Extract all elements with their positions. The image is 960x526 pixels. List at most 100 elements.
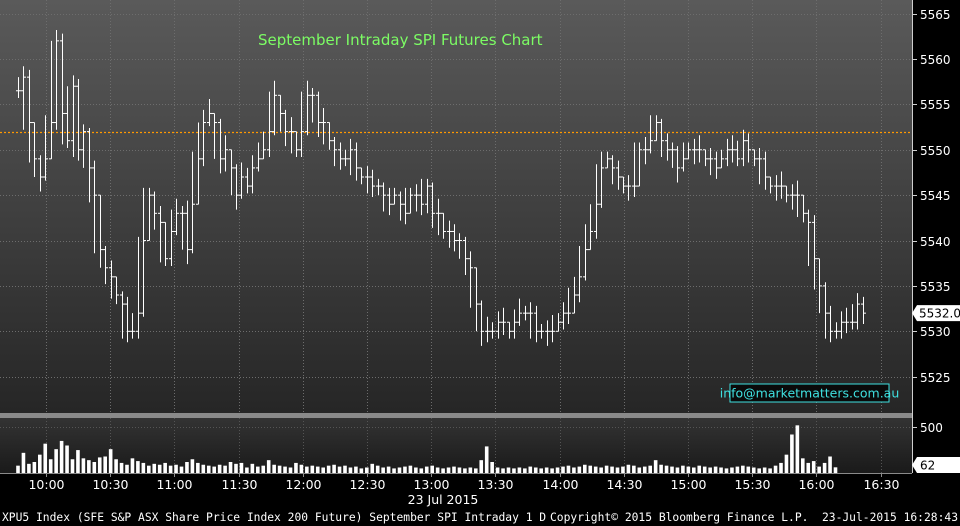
volume-bar — [637, 467, 642, 473]
volume-bar — [354, 466, 358, 473]
price-bar — [338, 142, 343, 170]
price-bar — [332, 137, 337, 167]
volume-bar — [479, 460, 484, 473]
volume-bar — [119, 462, 124, 473]
y-tick-label: 5545 — [920, 189, 951, 203]
volume-bar — [757, 468, 761, 473]
price-bar — [81, 124, 86, 168]
price-bar — [752, 149, 757, 167]
price-bar — [534, 305, 539, 343]
price-bar — [626, 175, 631, 201]
price-bar — [779, 171, 784, 199]
volume-bar — [266, 460, 271, 473]
volume-bar — [735, 466, 740, 473]
price-bar — [572, 276, 577, 314]
price-bar — [49, 40, 54, 160]
volume-bar — [588, 465, 593, 473]
price-bar — [343, 149, 348, 167]
price-bar — [212, 112, 217, 159]
volume-last-tag-bg — [912, 457, 960, 473]
volume-bar — [452, 466, 456, 473]
price-bar — [806, 209, 811, 266]
price-bar — [365, 166, 370, 194]
price-bar — [528, 302, 533, 339]
volume-bar — [642, 466, 647, 473]
volume-bar — [648, 465, 652, 473]
volume-bar — [441, 468, 445, 473]
volume-bar — [795, 425, 800, 473]
x-axis-ticks: 10:00 10:30 11:00 11:30 12:00 12:30 13:00 13:30… — [28, 473, 900, 492]
volume-bar — [179, 466, 184, 473]
volume-bar — [501, 468, 505, 473]
price-bar — [354, 142, 359, 181]
price-bar — [321, 108, 326, 145]
volume-bar — [468, 467, 473, 473]
volume-bar — [283, 466, 287, 473]
price-bar — [316, 91, 321, 138]
price-bar — [207, 98, 212, 127]
volume-bar — [147, 465, 151, 473]
volume-bar — [457, 467, 462, 473]
volume-bar — [370, 463, 375, 473]
price-bar — [566, 287, 571, 325]
volume-bar — [277, 465, 282, 473]
price-bar — [550, 314, 555, 343]
volume-last-tag: 62 — [912, 457, 960, 473]
price-bar — [485, 316, 490, 343]
price-bar — [659, 118, 664, 158]
price-bar — [430, 182, 435, 228]
price-bar — [239, 162, 244, 199]
volume-bar — [435, 467, 440, 473]
price-bar — [539, 324, 544, 339]
price-bar — [327, 122, 332, 150]
volume-bar — [256, 466, 260, 473]
volume-bar — [250, 463, 255, 473]
price-bar — [376, 178, 381, 196]
volume-bar — [817, 466, 821, 473]
volume-bar — [566, 465, 571, 473]
volume-bar — [239, 462, 244, 473]
price-bar — [436, 198, 441, 236]
volume-bar — [708, 467, 712, 473]
volume-bar — [310, 465, 315, 473]
price-bar — [348, 138, 353, 176]
price-bar — [419, 178, 424, 216]
volume-bar — [212, 466, 216, 473]
price-bar — [517, 298, 522, 326]
price-bar — [201, 109, 206, 167]
price-bar — [643, 137, 648, 165]
price-bar — [125, 296, 130, 343]
price-bar — [294, 131, 299, 158]
volume-bar — [337, 466, 342, 473]
price-bar — [561, 302, 566, 330]
volume-bar — [403, 466, 407, 473]
volume-bar — [463, 468, 467, 473]
price-bar — [245, 167, 250, 194]
volume-bar — [801, 458, 805, 473]
price-bar — [632, 142, 637, 197]
x-tick-label: 14:30 — [606, 477, 642, 492]
price-bar — [507, 321, 512, 339]
price-bar — [169, 209, 174, 266]
volume-bar — [305, 466, 309, 473]
price-bar — [414, 184, 419, 212]
volume-bar — [201, 464, 206, 473]
price-bar — [839, 311, 844, 339]
price-bar — [381, 182, 386, 212]
price-bar — [190, 151, 195, 254]
last-price-tag-bg — [912, 305, 960, 322]
volume-bar — [517, 467, 522, 473]
volume-bar — [544, 467, 549, 473]
volume-bar — [348, 467, 353, 473]
price-bar — [98, 194, 103, 268]
footer-middle: Copyright© 2015 Bloomberg Finance L.P. — [550, 511, 808, 524]
volume-last-label: 62 — [920, 459, 935, 473]
volume-bar — [768, 468, 772, 473]
price-bar — [16, 77, 21, 99]
price-bar — [670, 142, 675, 168]
volume-bar — [484, 446, 489, 473]
price-bar — [250, 155, 255, 194]
price-bar — [621, 176, 626, 194]
price-bar — [697, 135, 702, 163]
